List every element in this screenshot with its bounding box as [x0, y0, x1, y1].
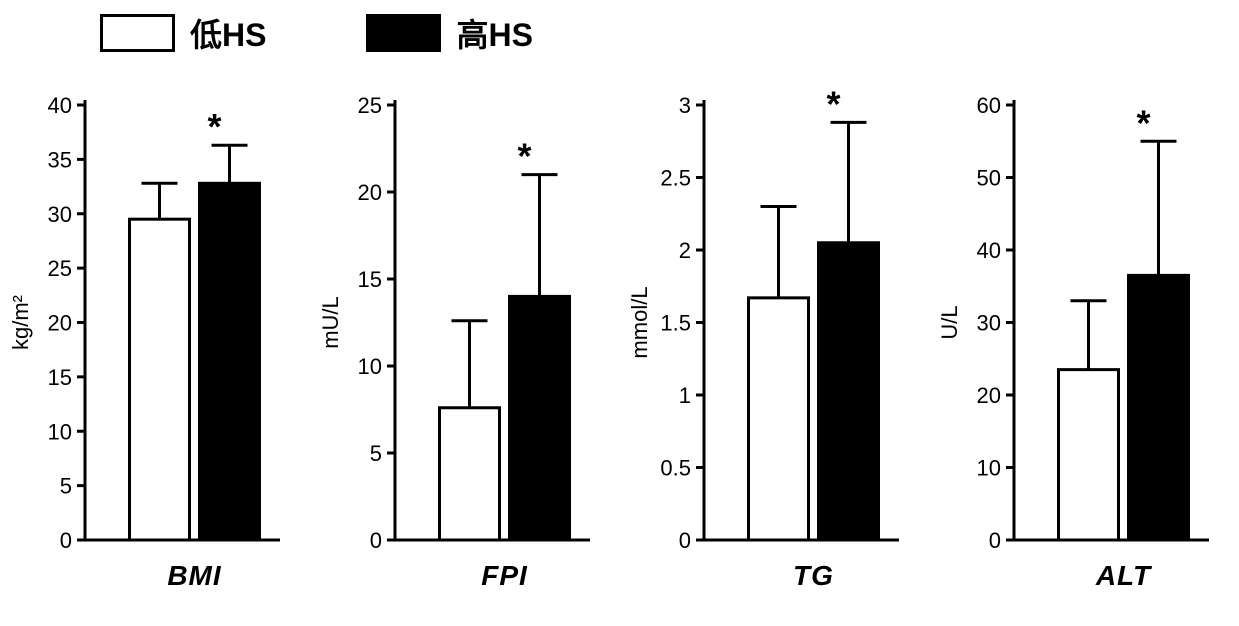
x-axis-label: ALT	[1095, 560, 1153, 591]
significance-asterisk: *	[827, 85, 841, 124]
ytick-label: 20	[977, 383, 1001, 408]
significance-asterisk: *	[207, 106, 221, 147]
ytick-label: 35	[47, 147, 71, 172]
ytick-label: 25	[47, 256, 71, 281]
ytick-label: 30	[977, 311, 1001, 336]
ytick-label: 5	[369, 441, 381, 466]
bar-high	[199, 183, 259, 540]
significance-asterisk: *	[1137, 102, 1151, 143]
ytick-label: 0.5	[661, 456, 692, 481]
legend-swatch-low	[100, 14, 175, 52]
ytick-label: 10	[977, 456, 1001, 481]
ytick-label: 25	[357, 93, 381, 118]
chart-bmi: 0 5 10 15 20 25 30 35 40 * kg/m² BMI	[10, 85, 300, 605]
panel-fpi: 0 5 10 15 20 25 * mU/L FPI	[320, 85, 610, 605]
figure-container: 低HS 高HS 0510152025303540*kg/m²BMI0510152…	[0, 0, 1239, 626]
significance-asterisk: *	[517, 136, 531, 177]
ytick-label: 20	[47, 311, 71, 336]
ytick-label: 5	[60, 474, 72, 499]
ytick-label: 2.5	[661, 166, 692, 191]
legend: 低HS 高HS	[100, 10, 533, 56]
ytick-label: 50	[977, 166, 1001, 191]
ytick-label: 40	[977, 238, 1001, 263]
ytick-label: 1.5	[661, 311, 692, 336]
bar-high	[819, 243, 879, 540]
ytick-label: 15	[357, 267, 381, 292]
y-axis-label: mU/L	[320, 296, 343, 349]
ytick-label: 1	[679, 383, 691, 408]
ytick-label: 10	[357, 354, 381, 379]
x-axis-label: TG	[793, 560, 834, 591]
bar-low	[129, 219, 189, 540]
ytick-label: 60	[977, 93, 1001, 118]
panel-tg: 0 0.5 1 1.5 2 2.5 3 * mmol/L TG	[629, 85, 919, 605]
y-axis-label: kg/m²	[10, 295, 33, 350]
panel-bmi: 0 5 10 15 20 25 30 35 40 * kg/m² BMI	[10, 85, 300, 605]
panel-alt: 0 10 20 30 40 50 60 * U/L ALT	[939, 85, 1229, 605]
bar-low	[1059, 370, 1119, 540]
ytick-label: 3	[679, 93, 691, 118]
ytick-label: 10	[47, 419, 71, 444]
ytick-label: 2	[679, 238, 691, 263]
legend-item-high: 高HS	[366, 10, 532, 56]
panels-row: 0510152025303540*kg/m²BMI0510152025*mU/L…	[0, 85, 1239, 605]
bar-high	[1129, 275, 1189, 540]
x-axis-label: BMI	[167, 560, 222, 591]
chart-alt: 0 10 20 30 40 50 60 * U/L ALT	[939, 85, 1229, 605]
bar-low	[439, 408, 499, 540]
ytick-label: 20	[357, 180, 381, 205]
chart-fpi: 0 5 10 15 20 25 * mU/L FPI	[320, 85, 610, 605]
legend-label-low: 低HS	[190, 10, 266, 56]
legend-item-low: 低HS	[100, 10, 266, 56]
ytick-label: 30	[47, 202, 71, 227]
legend-label-high: 高HS	[456, 10, 532, 56]
bar-low	[749, 298, 809, 540]
bar-high	[509, 296, 569, 540]
legend-swatch-high	[366, 14, 441, 52]
y-axis-label: U/L	[939, 305, 962, 339]
ytick-label: 0	[989, 528, 1001, 553]
ytick-label: 0	[679, 528, 691, 553]
ytick-label: 15	[47, 365, 71, 390]
ytick-label: 0	[60, 528, 72, 553]
ytick-label: 0	[369, 528, 381, 553]
x-axis-label: FPI	[481, 560, 528, 591]
y-axis-label: mmol/L	[629, 286, 652, 358]
ytick-label: 40	[47, 93, 71, 118]
chart-tg: 0 0.5 1 1.5 2 2.5 3 * mmol/L TG	[629, 85, 919, 605]
